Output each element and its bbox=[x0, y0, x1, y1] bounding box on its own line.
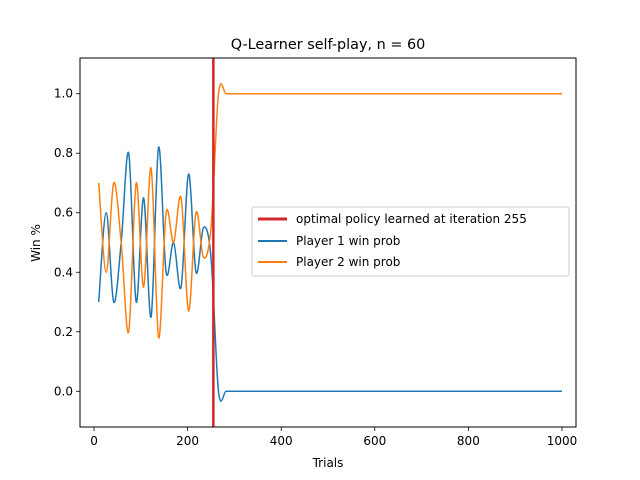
x-tick-label: 600 bbox=[363, 434, 386, 448]
x-tick-label: 400 bbox=[270, 434, 293, 448]
chart-title: Q-Learner self-play, n = 60 bbox=[231, 37, 426, 53]
y-tick-label: 0.6 bbox=[54, 206, 73, 220]
x-tick-label: 0 bbox=[90, 434, 98, 448]
x-tick-label: 1000 bbox=[547, 434, 578, 448]
y-tick-label: 0.8 bbox=[54, 146, 73, 160]
legend-label-optimal-policy: optimal policy learned at iteration 255 bbox=[296, 212, 527, 226]
y-axis-label: Win % bbox=[29, 224, 43, 262]
x-tick-label: 800 bbox=[457, 434, 480, 448]
plot-area bbox=[97, 58, 562, 427]
axes-frame bbox=[79, 57, 577, 428]
legend: optimal policy learned at iteration 255 … bbox=[251, 206, 570, 277]
legend-label-player-2: Player 2 win prob bbox=[296, 255, 400, 269]
player-2-line bbox=[97, 83, 562, 339]
axis-ticks: 0 200 400 600 800 1000 0.0 0.2 0.4 0.6 0.8 1.0 bbox=[54, 87, 577, 448]
y-tick-label: 1.0 bbox=[54, 87, 73, 101]
legend-box bbox=[251, 206, 570, 277]
x-tick-label: 200 bbox=[176, 434, 199, 448]
x-axis-label: Trials bbox=[312, 456, 344, 470]
player-1-line bbox=[97, 146, 562, 402]
y-tick-label: 0.2 bbox=[54, 325, 73, 339]
legend-label-player-1: Player 1 win prob bbox=[296, 234, 400, 248]
y-tick-label: 0.0 bbox=[54, 384, 73, 398]
y-tick-label: 0.4 bbox=[54, 265, 73, 279]
